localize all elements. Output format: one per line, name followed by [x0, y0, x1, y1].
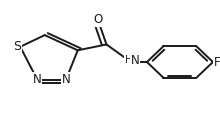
Text: N: N	[130, 54, 139, 67]
Text: S: S	[13, 40, 21, 53]
Text: F: F	[214, 55, 220, 69]
Text: N: N	[62, 73, 70, 86]
Text: H: H	[125, 55, 132, 65]
Text: O: O	[93, 13, 103, 26]
Text: N: N	[33, 73, 42, 86]
